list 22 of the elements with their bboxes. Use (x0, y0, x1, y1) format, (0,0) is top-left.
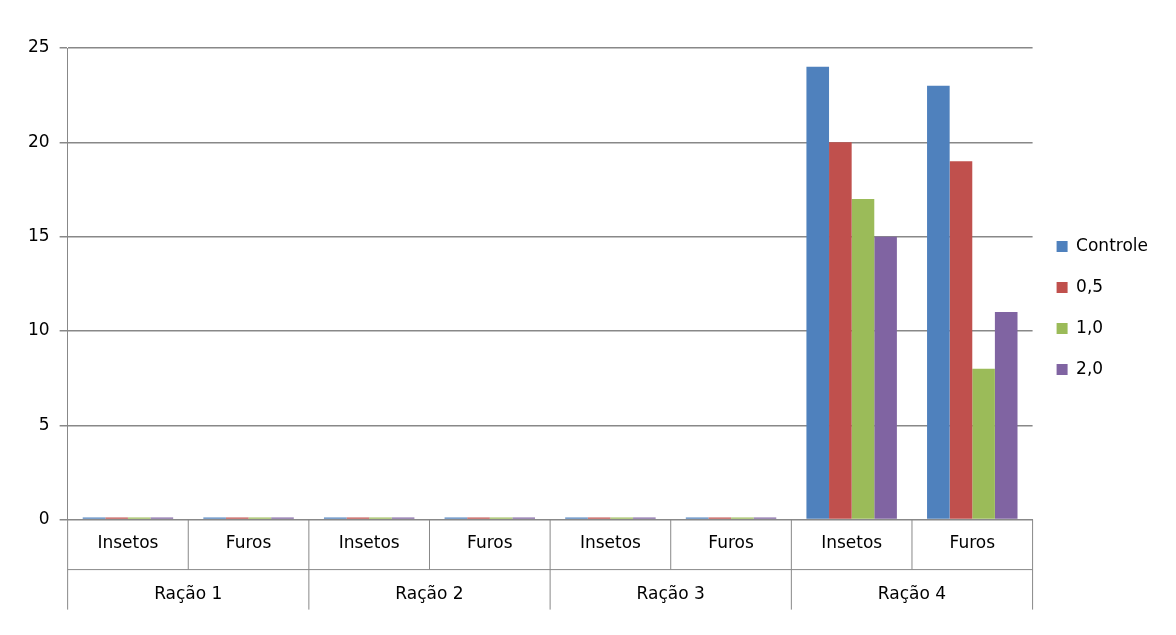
bar (994, 312, 1018, 519)
legend-label: 0,5 (1076, 275, 1104, 296)
y-tick-label: 0 (38, 508, 50, 529)
bar (972, 368, 995, 519)
y-tick-label: 10 (27, 319, 50, 340)
bar (949, 161, 973, 519)
bar (851, 198, 875, 519)
text: Ração 3 (636, 583, 705, 604)
y-tick-label: 25 (27, 36, 50, 57)
bar (806, 66, 830, 519)
y-tick-label: 5 (38, 413, 50, 434)
text: Ração 2 (395, 583, 464, 604)
legend-label: Controle (1076, 234, 1149, 255)
bar (874, 236, 897, 519)
text: Ração 1 (154, 583, 223, 604)
bar (927, 85, 950, 519)
legend-label: 2,0 (1076, 357, 1104, 378)
y-tick-label: 15 (27, 225, 50, 246)
y-tick-label: 20 (27, 130, 50, 151)
text: Ração 4 (877, 583, 947, 604)
bar (829, 142, 852, 519)
legend-label: 1,0 (1076, 316, 1104, 337)
